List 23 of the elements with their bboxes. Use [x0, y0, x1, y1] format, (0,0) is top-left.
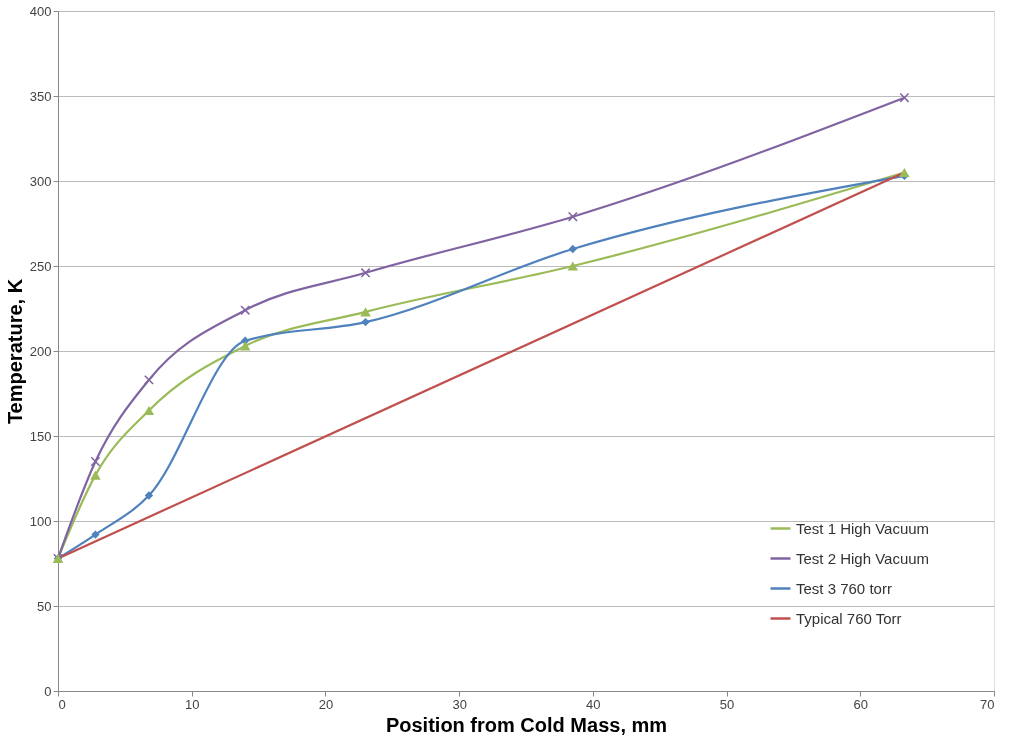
- x-tick-label: 50: [719, 696, 735, 712]
- y-tick-label: 300: [29, 173, 52, 189]
- x-axis-title: Position from Cold Mass, mm: [385, 713, 668, 736]
- y-tick-label: 250: [29, 258, 52, 274]
- y-tick-label: 400: [29, 3, 52, 19]
- x-tick-label: 40: [586, 696, 601, 712]
- y-axis-title: Temperature, K: [3, 278, 26, 425]
- x-tick-label: 20: [318, 696, 334, 712]
- y-tick-label: 350: [29, 88, 52, 104]
- y-tick-label: 200: [29, 343, 52, 359]
- x-tick-label: 10: [184, 696, 200, 712]
- y-tick-label: 50: [37, 598, 52, 614]
- legend-label: Test 1 High Vacuum: [796, 519, 930, 537]
- x-tick-label: 0: [58, 696, 66, 712]
- x-tick-label: 60: [853, 696, 869, 712]
- x-tick-label: 70: [980, 696, 995, 712]
- x-tick-label: 30: [452, 696, 467, 712]
- y-tick-label: 100: [29, 513, 52, 529]
- y-tick-label: 0: [44, 683, 52, 699]
- legend-label: Test 3 760 torr: [796, 579, 892, 597]
- legend-label: Typical 760 Torr: [796, 609, 902, 627]
- legend-label: Test 2 High Vacuum: [796, 549, 930, 567]
- y-tick-label: 150: [29, 428, 52, 444]
